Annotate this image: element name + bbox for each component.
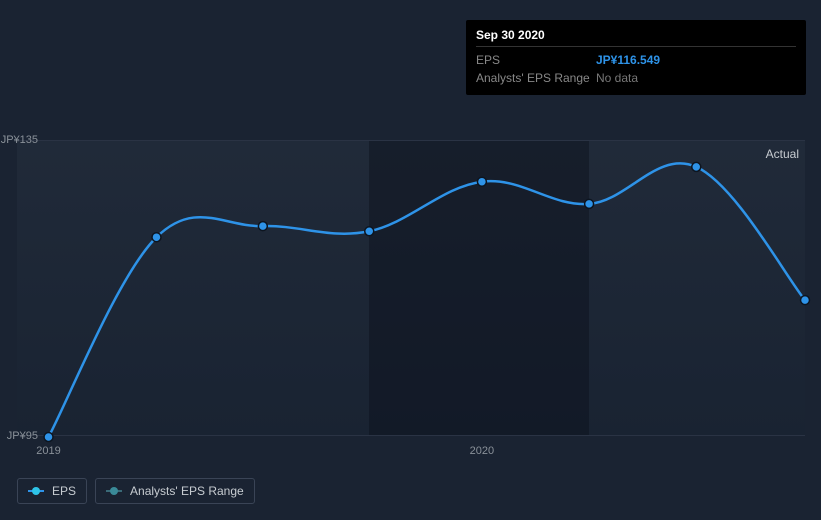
eps-point[interactable] [152,233,161,242]
x-axis-label: 2020 [470,445,494,457]
tooltip-label: Analysts' EPS Range [476,71,596,85]
actual-label: Actual [766,147,799,161]
tooltip-value: JP¥116.549 [596,53,660,67]
eps-chart[interactable]: Actual JP¥135JP¥95 [17,120,805,440]
legend-analysts-eps-range[interactable]: Analysts' EPS Range [95,478,255,504]
legend-swatch-icon [106,486,122,496]
tooltip-date: Sep 30 2020 [476,28,796,47]
eps-point[interactable] [477,177,486,186]
eps-point[interactable] [692,162,701,171]
legend-eps[interactable]: EPS [17,478,87,504]
x-axis-label: 2019 [36,445,60,457]
y-axis-label: JP¥95 [7,430,38,442]
line-svg [17,141,805,437]
eps-point[interactable] [801,296,810,305]
legend-label: Analysts' EPS Range [130,484,244,498]
y-axis-label: JP¥135 [1,134,38,146]
tooltip-row-eps: EPS JP¥116.549 [476,51,796,69]
tooltip-label: EPS [476,53,596,67]
eps-point[interactable] [44,433,53,442]
chart-tooltip: Sep 30 2020 EPS JP¥116.549 Analysts' EPS… [466,20,806,95]
legend: EPS Analysts' EPS Range [17,478,255,504]
tooltip-row-range: Analysts' EPS Range No data [476,69,796,87]
eps-point[interactable] [585,199,594,208]
legend-label: EPS [52,484,76,498]
eps-point[interactable] [365,227,374,236]
plot-area: Actual [17,140,805,436]
tooltip-value: No data [596,71,638,85]
eps-point[interactable] [258,222,267,231]
legend-swatch-icon [28,486,44,496]
eps-line [49,163,805,437]
